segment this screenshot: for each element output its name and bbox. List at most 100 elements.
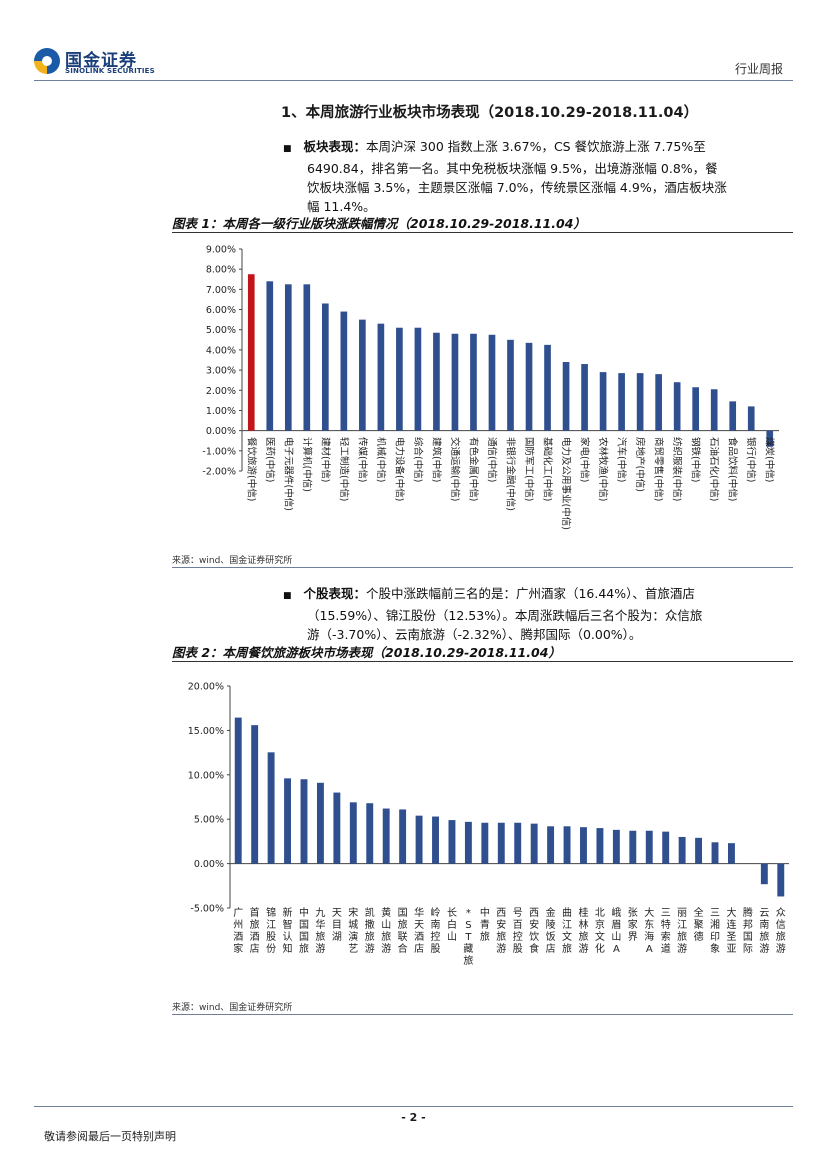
- figure-1-source: 来源：wind、国金证券研究所: [172, 556, 293, 566]
- x-tick-label: 电子元器件(中信): [282, 437, 294, 511]
- x-tick-label: * S T 藏旅: [463, 908, 473, 967]
- bar: [448, 820, 456, 864]
- x-tick-label: 中青旅: [480, 906, 490, 943]
- x-tick-label: 宋城演艺: [348, 906, 358, 955]
- bar: [451, 333, 459, 431]
- bar: [729, 401, 737, 431]
- paragraph-line: 饮板块涨幅 3.5%，主题景区涨幅 7.0%，传统景区涨幅 4.9%，酒店板块涨: [307, 180, 727, 195]
- y-tick-label: 10.00%: [188, 770, 224, 781]
- bar: [612, 829, 620, 864]
- paragraph-line: 游（-3.70%）、云南旅游（-2.32%）、腾邦国际（0.00%）。: [307, 627, 642, 642]
- bar: [514, 822, 522, 864]
- y-tick-label: 15.00%: [188, 726, 224, 737]
- paragraph-stocks: ■ 个股表现：个股中涨跌幅前三名的是：广州酒家（16.44%）、首旅酒店 （15…: [283, 584, 793, 644]
- x-tick-label: 农林牧渔(中信): [597, 437, 609, 501]
- x-tick-label: 华天酒店: [414, 906, 424, 955]
- bar: [359, 319, 366, 431]
- bar: [728, 843, 735, 864]
- x-tick-label: 天目湖: [332, 908, 342, 943]
- footer-rule: [34, 1106, 793, 1107]
- bar: [366, 803, 374, 864]
- x-tick-label: 锦江股份: [266, 906, 276, 955]
- bar: [234, 717, 242, 864]
- page-number: - 2 -: [401, 1111, 426, 1124]
- bar: [562, 362, 570, 431]
- bar: [636, 373, 644, 431]
- bar: [303, 284, 311, 431]
- bar: [673, 382, 681, 431]
- x-tick-label: 电力及公用事业(中信): [560, 437, 572, 530]
- bar: [340, 311, 348, 431]
- bar: [284, 284, 292, 431]
- x-tick-label: 非银行金融(中信): [505, 437, 517, 511]
- bar: [433, 332, 440, 431]
- logo-text-en: SINOLINK SECURITIES: [65, 67, 155, 75]
- paragraph-line: （15.59%）、锦江股份（12.53%）。本周涨跌幅后三名个股为：众信旅: [307, 608, 703, 623]
- y-tick-label: 2.00%: [206, 386, 236, 397]
- chart-2: -5.00% 0.00% 5.00% 10.00% 15.00% 20.00% 广州酒家首旅…: [188, 682, 789, 967]
- x-tick-label: 北京文化: [595, 907, 605, 955]
- x-tick-label: 凯撒旅游: [365, 906, 375, 955]
- x-tick-label: 建材(中信): [319, 437, 331, 482]
- x-tick-label: 有色金属(中信): [467, 437, 479, 501]
- bullet-icon: ■: [283, 144, 292, 154]
- bar: [695, 837, 703, 864]
- paragraph-line: 幅 11.4%。: [307, 199, 376, 214]
- bar: [563, 826, 571, 864]
- x-tick-label: 通信(中信): [486, 437, 498, 482]
- logo-mark-icon: [34, 48, 60, 74]
- x-tick-label: 曲江文旅: [562, 907, 572, 955]
- x-tick-label: 商贸零售(中信): [653, 437, 665, 501]
- section-title: 1、本周旅游行业板块市场表现（2018.10.29-2018.11.04）: [281, 105, 699, 121]
- x-tick-label: 房地产(中信): [634, 437, 646, 492]
- x-tick-label: 金陵饭店: [546, 906, 556, 955]
- y-tick-label: 4.00%: [206, 345, 236, 356]
- bar: [692, 387, 700, 431]
- bar: [247, 274, 255, 431]
- x-tick-label: 峨眉山 A: [611, 907, 621, 955]
- figure-1-rule: [172, 232, 793, 233]
- y-tick-label: -1.00%: [202, 446, 236, 457]
- bar: [415, 815, 423, 864]
- bar: [662, 831, 670, 864]
- chart-1: -2.00% -1.00% 0.00% 1.00% 2.00% 3.00% 4.00% 5.0…: [202, 245, 779, 530]
- x-tick-label: 长白山: [447, 907, 457, 943]
- bar: [470, 333, 477, 431]
- x-tick-label: 云南旅游: [759, 908, 769, 955]
- bar: [507, 339, 514, 431]
- x-tick-label: 腾邦国际: [743, 906, 753, 955]
- bar: [396, 327, 403, 431]
- bar: [710, 389, 718, 431]
- x-tick-label: 交通运输(中信): [449, 437, 461, 501]
- y-tick-label: 8.00%: [206, 265, 236, 276]
- x-tick-label: 中国国旅: [299, 906, 309, 955]
- logo-text-cn: 国金证券: [65, 51, 137, 71]
- y-tick-label: 5.00%: [206, 325, 236, 336]
- x-tick-label: 丽江旅游: [677, 908, 687, 955]
- x-tick-label: 传媒(中信): [356, 437, 368, 482]
- figure-2-title: 图表 2：本周餐饮旅游板块市场表现（2018.10.29-2018.11.04）: [172, 645, 561, 660]
- paragraph-line: 6490.84，排名第一名。其中免税板块涨幅 9.5%，出境游涨幅 0.8%，餐: [307, 161, 718, 176]
- x-tick-label: 三特索道: [661, 908, 671, 955]
- figure-2-rule: [172, 661, 793, 662]
- bar: [382, 808, 390, 864]
- y-tick-label: 0.00%: [206, 426, 236, 437]
- bar: [488, 334, 496, 431]
- bar: [432, 816, 439, 864]
- bar: [777, 863, 785, 897]
- y-tick-label: 1.00%: [206, 406, 236, 417]
- x-tick-label: 众信旅游: [776, 907, 786, 955]
- bar: [599, 372, 607, 431]
- x-tick-label: 石油石化(中信): [708, 437, 720, 501]
- bar: [497, 822, 505, 864]
- x-tick-label: 医药(中信): [264, 437, 276, 482]
- bar: [711, 842, 719, 864]
- y-tick-label: 9.00%: [206, 245, 236, 256]
- x-tick-label: 建筑(中信): [430, 437, 442, 482]
- paragraph-label: 板块表现：: [303, 139, 366, 154]
- bar: [581, 364, 588, 431]
- bar: [414, 327, 422, 431]
- y-tick-label: -2.00%: [202, 467, 236, 478]
- x-tick-label: 广州酒家: [233, 907, 243, 955]
- x-tick-label: 九华旅游: [315, 907, 325, 955]
